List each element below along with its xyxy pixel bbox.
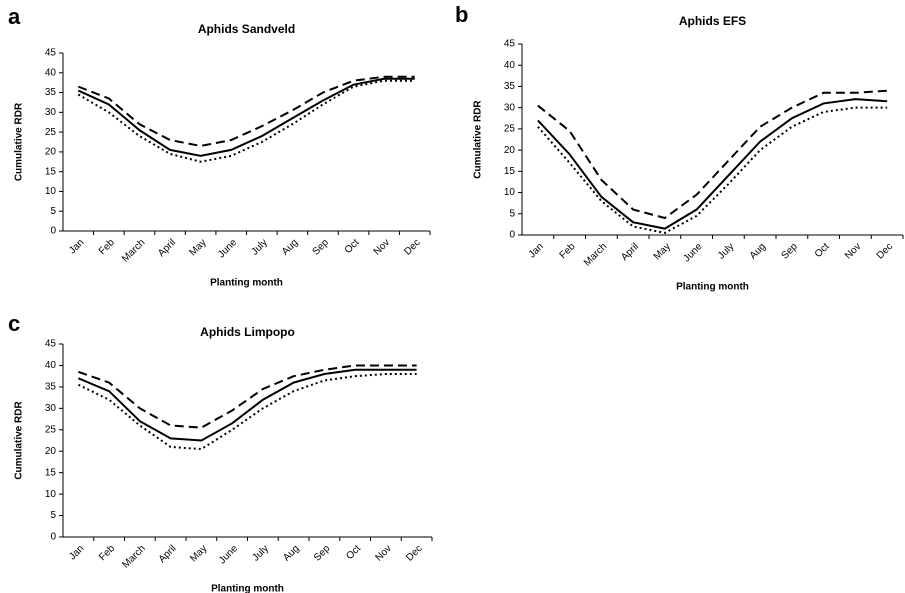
x-tick-label: Feb	[97, 237, 117, 257]
y-tick-label: 20	[45, 147, 57, 158]
series-line	[77, 368, 417, 442]
y-tick-label: 30	[45, 107, 57, 118]
chart-title: Aphids Limpopo	[200, 325, 295, 339]
x-tick-label: March	[120, 543, 147, 570]
y-tick-label: 35	[45, 87, 57, 98]
y-tick-label: 45	[504, 39, 516, 50]
series-line	[537, 106, 888, 234]
y-tick-label: 45	[45, 48, 57, 59]
x-tick-label: Nov	[372, 237, 392, 257]
y-tick-label: 5	[50, 206, 56, 217]
panel-label: b	[455, 2, 468, 27]
y-tick-label: 30	[45, 403, 57, 414]
x-tick-label: May	[652, 241, 673, 262]
x-tick-label: March	[582, 241, 609, 268]
x-tick-label: Jan	[67, 237, 86, 256]
x-tick-label: May	[187, 237, 208, 258]
x-tick-label: July	[251, 543, 271, 563]
y-tick-label: 5	[509, 208, 515, 219]
x-tick-label: Jan	[527, 241, 546, 260]
y-tick-label: 40	[45, 67, 57, 78]
x-tick-label: Aug	[281, 543, 301, 563]
y-tick-label: 5	[50, 510, 56, 521]
y-tick-label: 30	[504, 102, 516, 113]
x-tick-label: Aug	[280, 237, 300, 257]
x-tick-label: March	[120, 237, 147, 264]
x-tick-label: Aug	[748, 241, 768, 261]
y-tick-label: 20	[504, 145, 516, 156]
y-tick-label: 45	[45, 339, 57, 350]
x-axis-title: Planting month	[211, 584, 284, 593]
x-tick-label: July	[249, 237, 269, 257]
y-tick-label: 35	[504, 81, 516, 92]
x-tick-label: Jan	[67, 543, 86, 562]
x-tick-label: Nov	[374, 543, 394, 563]
y-tick-label: 10	[504, 187, 516, 198]
y-tick-label: 40	[504, 60, 516, 71]
x-tick-label: April	[156, 237, 178, 259]
x-tick-label: Feb	[558, 241, 578, 261]
y-tick-label: 15	[45, 166, 57, 177]
x-tick-label: Feb	[97, 543, 117, 563]
x-tick-label: June	[682, 241, 705, 264]
y-tick-label: 15	[504, 166, 516, 177]
panel-label: c	[8, 311, 20, 336]
y-tick-label: 25	[45, 424, 57, 435]
y-tick-label: 0	[50, 226, 56, 237]
x-tick-label: April	[157, 543, 179, 565]
series-line	[537, 89, 888, 220]
y-tick-label: 10	[45, 489, 57, 500]
y-axis-title: Cumulative RDR	[14, 102, 25, 181]
x-tick-label: Sep	[780, 241, 801, 262]
x-axis-title: Planting month	[676, 282, 749, 293]
y-tick-label: 0	[509, 230, 515, 241]
y-tick-label: 20	[45, 446, 57, 457]
x-tick-label: July	[716, 241, 736, 261]
y-axis-title: Cumulative RDR	[473, 100, 484, 179]
series-line	[78, 364, 417, 429]
series-line	[537, 98, 888, 230]
x-tick-label: Sep	[312, 543, 333, 564]
x-tick-label: May	[188, 543, 209, 564]
x-tick-label: June	[217, 543, 240, 566]
series-line	[77, 75, 415, 147]
chart-title: Aphids Sandveld	[198, 22, 295, 36]
x-tick-label: Nov	[843, 241, 863, 261]
x-tick-label: Sep	[311, 237, 332, 258]
y-tick-label: 35	[45, 382, 57, 393]
x-tick-label: Dec	[402, 237, 422, 257]
panel-label: a	[8, 4, 21, 29]
y-axis-title: Cumulative RDR	[14, 401, 25, 480]
y-tick-label: 0	[50, 532, 56, 543]
x-tick-label: Oct	[343, 237, 362, 256]
x-tick-label: Oct	[813, 241, 832, 260]
x-tick-label: Oct	[344, 543, 363, 562]
x-tick-label: April	[619, 241, 641, 263]
y-tick-label: 10	[45, 186, 57, 197]
series-line	[77, 77, 415, 157]
y-tick-label: 15	[45, 467, 57, 478]
chart-title: Aphids EFS	[679, 14, 746, 28]
x-tick-label: Dec	[875, 241, 895, 261]
y-tick-label: 40	[45, 360, 57, 371]
y-tick-label: 25	[45, 127, 57, 138]
x-tick-label: June	[216, 237, 239, 260]
x-tick-label: Dec	[404, 543, 424, 563]
y-tick-label: 25	[504, 124, 516, 135]
x-axis-title: Planting month	[210, 278, 283, 289]
series-line	[77, 373, 417, 451]
